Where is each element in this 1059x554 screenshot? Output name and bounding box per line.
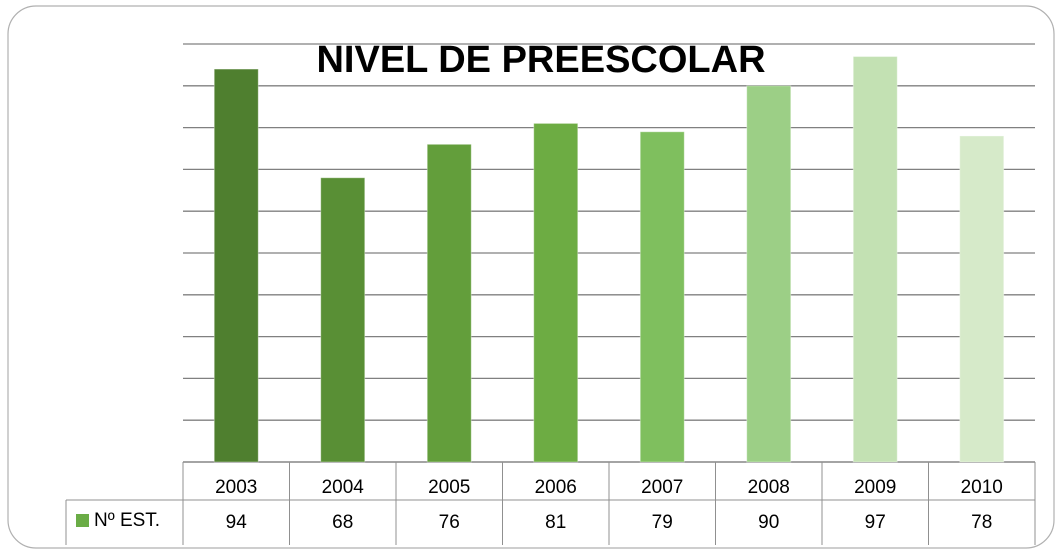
x-tick-label: 2008 (748, 477, 790, 498)
data-table: Nº EST. 2003 94 2004 68 2005 76 2006 81 2007 79 200… (65, 462, 1036, 545)
bar (746, 85, 792, 463)
bar (852, 56, 898, 463)
bar (959, 135, 1005, 463)
table-value: 79 (652, 512, 673, 533)
bar (533, 122, 579, 463)
legend-label: Nº EST. (94, 510, 160, 531)
chart-border (7, 5, 1055, 549)
table-value: 76 (439, 512, 460, 533)
bar (320, 177, 366, 463)
x-tick-label: 2006 (535, 477, 577, 498)
table-value: 90 (758, 512, 779, 533)
x-tick-label: 2009 (854, 477, 896, 498)
x-tick-label: 2003 (215, 477, 257, 498)
legend-swatch (76, 514, 89, 527)
table-value: 97 (865, 512, 886, 533)
bar (213, 68, 259, 463)
bar (639, 131, 685, 463)
x-tick-label: 2010 (961, 477, 1003, 498)
bar (426, 143, 472, 463)
x-tick-label: 2004 (322, 477, 365, 498)
chart-title: NIVEL DE PREESCOLAR (316, 39, 765, 81)
table-value: 78 (971, 512, 992, 533)
table-value: 68 (332, 512, 353, 533)
table-value: 81 (545, 512, 566, 533)
bars (213, 56, 1005, 463)
grid (183, 43, 1035, 463)
table-value: 94 (226, 512, 248, 533)
x-tick-label: 2007 (641, 477, 683, 498)
x-tick-label: 2005 (428, 477, 470, 498)
